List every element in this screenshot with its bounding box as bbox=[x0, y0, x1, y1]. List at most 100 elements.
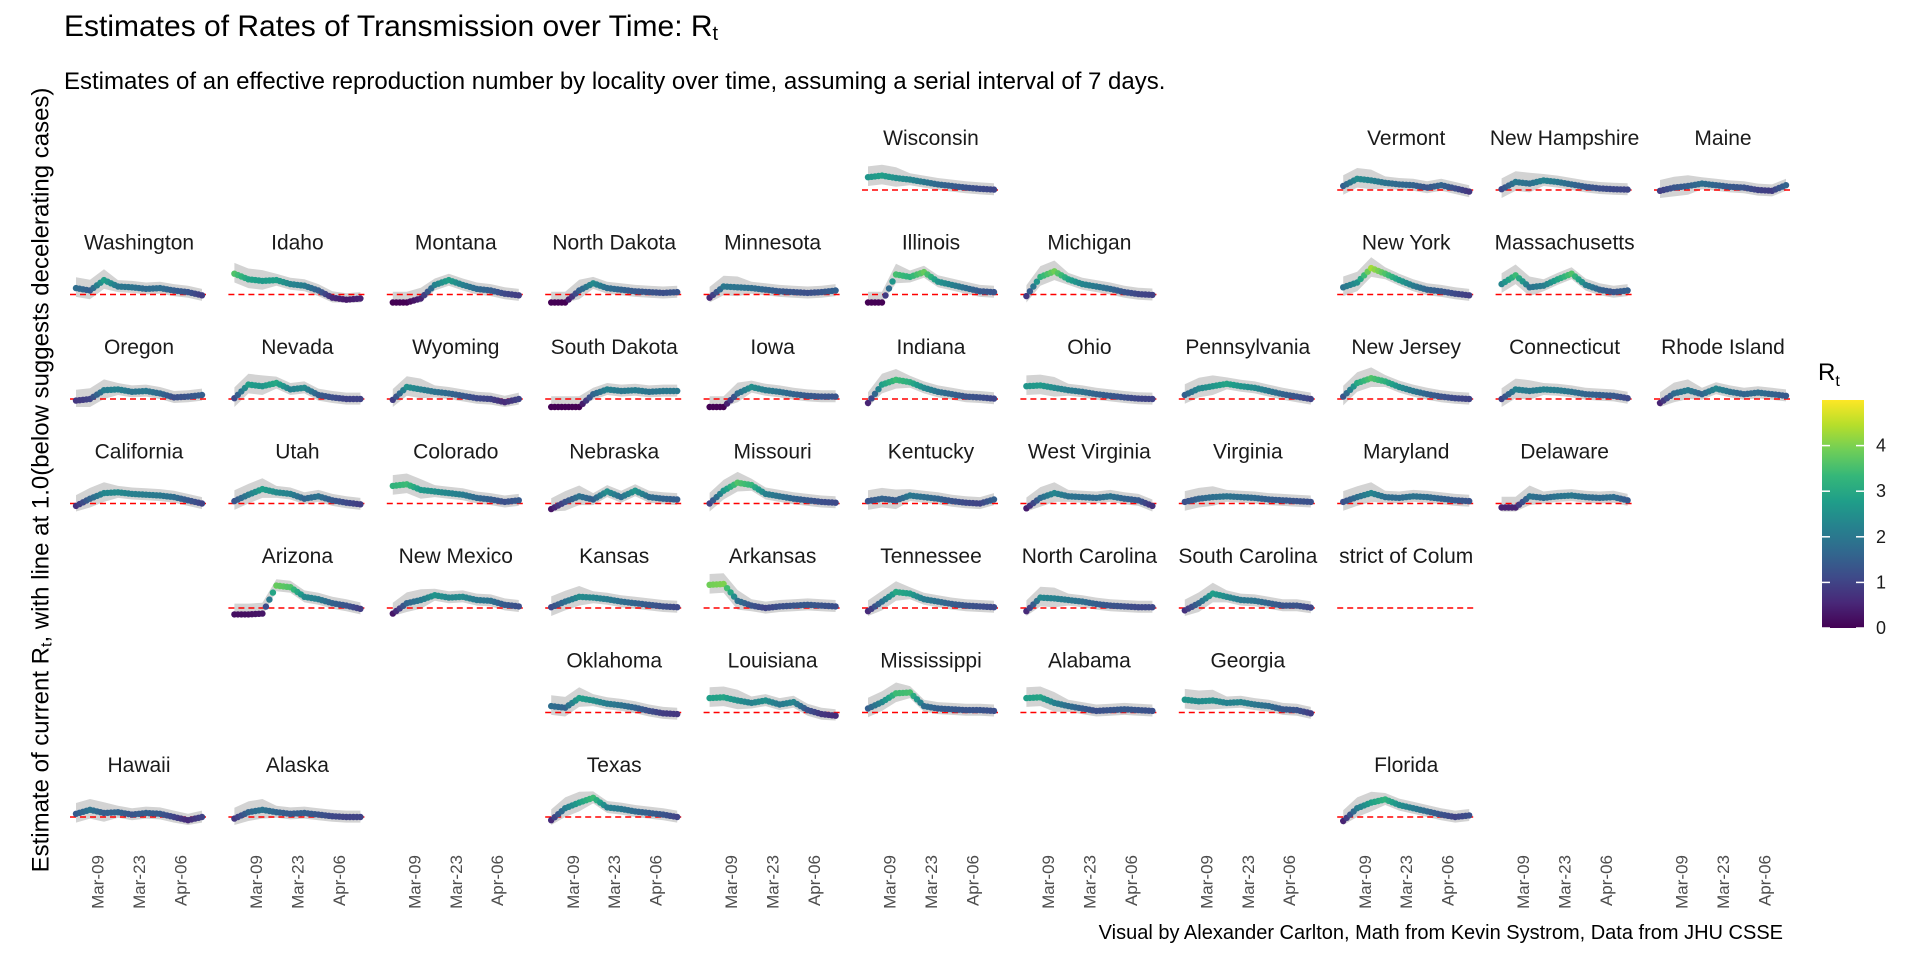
x-tick-label: Apr-06 bbox=[963, 855, 982, 906]
x-tick-label: Mar-09 bbox=[1039, 855, 1058, 909]
facet-title: New Mexico bbox=[399, 545, 513, 568]
facet-utah: Utah bbox=[228, 441, 367, 510]
facet-title: Florida bbox=[1374, 754, 1439, 777]
data-point bbox=[1782, 392, 1790, 399]
facet-missouri: Missouri bbox=[703, 441, 842, 512]
facet-texas: Texas bbox=[545, 754, 684, 825]
data-point bbox=[1624, 395, 1631, 402]
x-tick-label: Mar-23 bbox=[1080, 855, 1099, 909]
data-point bbox=[198, 500, 206, 507]
data-point bbox=[1466, 188, 1473, 195]
facet-title: New York bbox=[1362, 232, 1451, 255]
data-point bbox=[1307, 498, 1315, 506]
confidence-band bbox=[392, 588, 519, 616]
data-point bbox=[727, 589, 734, 596]
facet-title: Nebraska bbox=[569, 441, 659, 464]
facet-title: Virginia bbox=[1213, 441, 1283, 464]
facet-title: Illinois bbox=[902, 232, 960, 255]
data-point bbox=[868, 395, 875, 402]
data-point bbox=[1149, 604, 1156, 611]
facet-vermont: Vermont bbox=[1337, 127, 1476, 198]
chart-title: Estimates of Rates of Transmission over … bbox=[64, 10, 719, 45]
facet-title: Idaho bbox=[271, 232, 324, 255]
data-point bbox=[198, 292, 206, 299]
facet-tennessee: Tennessee bbox=[862, 545, 1000, 616]
facet-title: Colorado bbox=[413, 441, 498, 464]
data-point bbox=[990, 496, 998, 503]
facet-title: Oklahoma bbox=[566, 650, 662, 673]
data-point bbox=[1624, 186, 1631, 193]
facet-oregon: Oregon bbox=[70, 336, 208, 407]
facet-alabama: Alabama bbox=[1020, 650, 1159, 717]
data-point bbox=[674, 813, 681, 821]
legend-title: Rt bbox=[1818, 359, 1840, 390]
data-point bbox=[832, 499, 839, 506]
legend-tick-label: 2 bbox=[1876, 527, 1886, 547]
x-tick-label: Apr-06 bbox=[1280, 855, 1299, 906]
data-point bbox=[515, 603, 522, 610]
facet-maine: Maine bbox=[1654, 127, 1792, 198]
facet-title: North Carolina bbox=[1022, 545, 1158, 568]
facet-title: South Dakota bbox=[551, 336, 679, 359]
data-point bbox=[864, 399, 872, 407]
legend-tick-label: 0 bbox=[1876, 618, 1886, 638]
data-point bbox=[266, 596, 273, 603]
facet-new-york: New York bbox=[1337, 232, 1476, 301]
x-tick-label: Apr-06 bbox=[330, 855, 349, 906]
x-tick-label: Mar-23 bbox=[605, 855, 624, 909]
data-point bbox=[990, 604, 998, 611]
x-tick-label: Apr-06 bbox=[171, 855, 190, 906]
facet-connecticut: Connecticut bbox=[1495, 336, 1634, 407]
facet-title: Oregon bbox=[104, 336, 174, 359]
x-tick-label: Mar-23 bbox=[1556, 855, 1575, 909]
facet-north-dakota: North Dakota bbox=[545, 232, 684, 306]
facet-new-jersey: New Jersey bbox=[1337, 336, 1476, 406]
facet-title: Wisconsin bbox=[883, 127, 979, 150]
facet-maryland: Maryland bbox=[1337, 441, 1476, 511]
data-point bbox=[990, 288, 998, 296]
facet-louisiana: Louisiana bbox=[703, 650, 842, 721]
data-point bbox=[674, 288, 681, 296]
facet-nevada: Nevada bbox=[228, 336, 367, 407]
facet-title: Rhode Island bbox=[1661, 336, 1785, 359]
facet-virginia: Virginia bbox=[1178, 441, 1317, 511]
data-point bbox=[871, 390, 879, 397]
x-tick-label: Apr-06 bbox=[805, 855, 824, 906]
data-point bbox=[882, 292, 889, 299]
facet-idaho: Idaho bbox=[228, 232, 367, 303]
data-point bbox=[357, 501, 364, 508]
facet-oklahoma: Oklahoma bbox=[545, 650, 684, 720]
data-point bbox=[515, 497, 522, 504]
facet-kansas: Kansas bbox=[545, 545, 684, 616]
facet-title: Michigan bbox=[1047, 232, 1131, 255]
facet-wyoming: Wyoming bbox=[386, 336, 525, 407]
data-point bbox=[515, 395, 522, 403]
facet-delaware: Delaware bbox=[1495, 441, 1634, 512]
data-point bbox=[1307, 710, 1315, 717]
facet-iowa: Iowa bbox=[703, 336, 842, 411]
data-point bbox=[1624, 287, 1631, 294]
facet-title: Georgia bbox=[1210, 650, 1285, 673]
data-point bbox=[357, 813, 364, 821]
facet-title: Kansas bbox=[579, 545, 649, 568]
facet-pennsylvania: Pennsylvania bbox=[1178, 336, 1317, 405]
chart-subtitle: Estimates of an effective reproduction n… bbox=[64, 68, 1166, 95]
data-point bbox=[885, 285, 893, 292]
facet-title: Minnesota bbox=[724, 232, 821, 255]
legend-tick-label: 1 bbox=[1876, 572, 1886, 592]
data-point bbox=[198, 813, 206, 821]
facet-hawaii: Hawaii bbox=[70, 754, 208, 825]
facet-title: Washington bbox=[84, 232, 194, 255]
facet-title: New Hampshire bbox=[1490, 127, 1639, 150]
x-tick-label: Mar-09 bbox=[1514, 855, 1533, 909]
data-point bbox=[1307, 604, 1315, 611]
data-point bbox=[269, 589, 277, 596]
x-tick-label: Apr-06 bbox=[1439, 855, 1458, 906]
facet-title: Iowa bbox=[750, 336, 795, 359]
x-tick-label: Mar-09 bbox=[89, 855, 108, 909]
data-point bbox=[357, 295, 364, 302]
data-point bbox=[1624, 497, 1631, 504]
data-point bbox=[1149, 395, 1156, 403]
facet-nebraska: Nebraska bbox=[545, 441, 684, 513]
x-tick-label: Apr-06 bbox=[1597, 855, 1616, 906]
